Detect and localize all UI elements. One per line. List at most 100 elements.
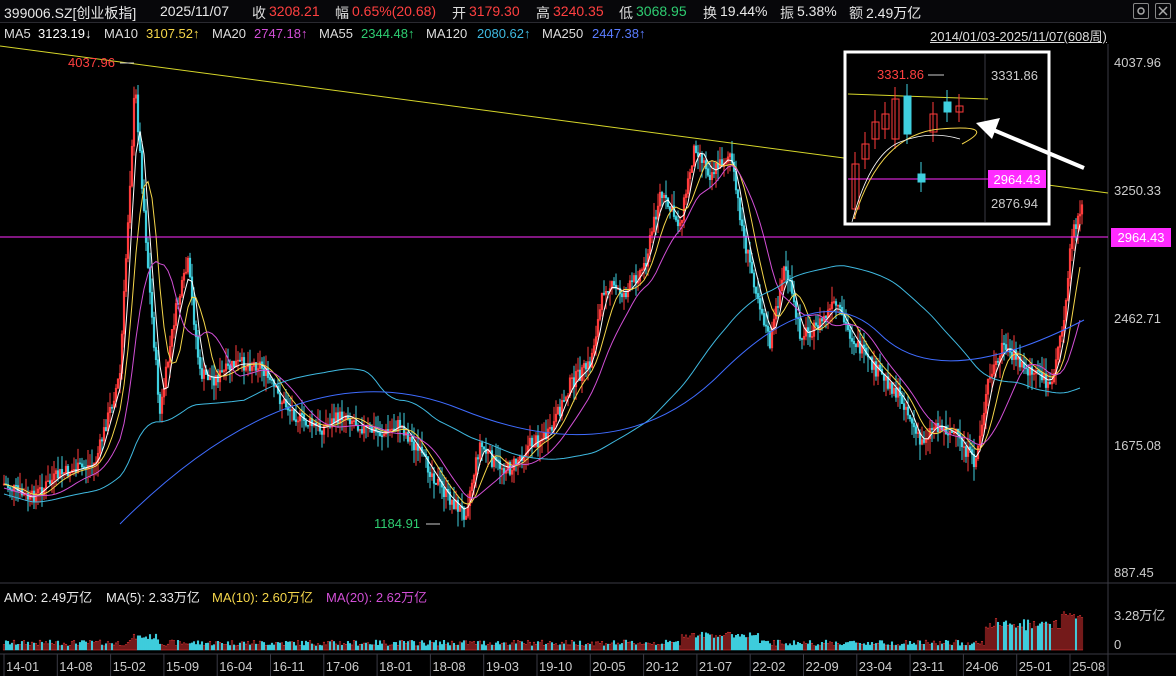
- candle-body: [592, 345, 596, 354]
- candle-body: [280, 402, 284, 405]
- volume-bar: [322, 641, 326, 651]
- volume-bar: [762, 640, 766, 651]
- volume-bar: [870, 642, 874, 651]
- volume-bar: [966, 642, 970, 651]
- candle-body: [1078, 213, 1082, 217]
- volume-bar: [98, 639, 102, 651]
- ma10-line: [3, 160, 1081, 505]
- candle-body: [584, 363, 588, 370]
- candle-body: [330, 418, 334, 428]
- candle-body: [810, 336, 814, 338]
- volume-bar: [1074, 618, 1078, 651]
- candle-body: [790, 280, 794, 294]
- volume-bar: [962, 645, 966, 651]
- volume-bar: [234, 645, 238, 651]
- kline-chart[interactable]: 2964.43 4037.96 3250.33 2462.71 1675.08 …: [0, 44, 1176, 676]
- candle-body: [728, 153, 732, 158]
- volume-bar: [150, 639, 154, 651]
- pointer-arrow-icon: [976, 118, 1085, 170]
- volume-bar: [378, 640, 382, 651]
- volume-bar: [986, 627, 990, 651]
- volume-bar: [416, 645, 420, 651]
- candle-body: [500, 468, 504, 470]
- candle-body: [390, 428, 394, 431]
- candle-body: [458, 505, 462, 512]
- candle-body: [14, 484, 18, 487]
- volume-bar: [868, 644, 872, 651]
- volume-bar: [180, 643, 184, 651]
- volume-bar: [878, 640, 882, 651]
- candle-body: [1036, 370, 1040, 372]
- date-range[interactable]: 2014/01/03-2025/11/07(608周): [930, 29, 1107, 44]
- candle-body: [268, 377, 272, 380]
- candle-body: [652, 216, 656, 233]
- volume-bar: [646, 642, 650, 651]
- volume-bar: [206, 642, 210, 651]
- close-icon[interactable]: [1155, 3, 1171, 19]
- volume-bar: [350, 644, 354, 651]
- volume-bar: [374, 639, 378, 651]
- candle-body: [100, 439, 104, 442]
- volume-bar: [340, 644, 344, 651]
- inset-level-tag-bg: [988, 170, 1046, 188]
- volume-bar: [22, 640, 26, 651]
- candle-body: [962, 446, 966, 448]
- volume-bar: [600, 641, 604, 651]
- volume-bar: [798, 642, 802, 651]
- volume-bar: [278, 642, 282, 651]
- volume-bar: [588, 643, 592, 651]
- volume-bar: [352, 640, 356, 651]
- candle-body: [456, 499, 460, 512]
- open-value: 3179.30: [469, 3, 520, 19]
- volume-bar: [642, 643, 646, 651]
- volume-bar: [594, 641, 598, 651]
- volume-bar: [564, 640, 568, 651]
- volume-bar: [402, 641, 406, 651]
- volume-bar: [12, 639, 16, 651]
- volume-bar: [354, 640, 358, 651]
- symbol-title[interactable]: 399006.SZ[创业板指]: [4, 5, 137, 21]
- volume-bar: [452, 642, 456, 651]
- candle-body: [688, 172, 692, 179]
- volume-bar: [584, 644, 588, 651]
- candle-body: [144, 210, 148, 243]
- volume-bar: [760, 640, 764, 651]
- candle-body: [6, 484, 10, 488]
- volume-bar: [750, 635, 754, 651]
- candle-body: [896, 387, 900, 398]
- volume-bar: [1030, 628, 1034, 651]
- volume-bar: [748, 632, 752, 651]
- ma120-value: 2080.62↑: [477, 26, 531, 41]
- volume-bar: [244, 643, 248, 651]
- volume-bar: [1046, 623, 1050, 651]
- volume-bar: [746, 637, 750, 651]
- amo-ma10-label: MA(10): 2.60万亿: [212, 590, 314, 605]
- volume-bar: [540, 639, 544, 651]
- volume-bar: [514, 643, 518, 651]
- volume-bar: [382, 640, 386, 651]
- volume-bar: [438, 641, 442, 651]
- candle-body: [472, 474, 476, 484]
- candle-body: [972, 453, 976, 468]
- amplitude-label: 振: [780, 5, 794, 21]
- volume-bar: [144, 636, 148, 651]
- candle-body: [434, 482, 438, 485]
- candle-body: [856, 340, 860, 347]
- volume-bar: [790, 645, 794, 651]
- candle-body: [712, 172, 716, 175]
- volume-bar: [478, 640, 482, 651]
- candle-body: [780, 279, 784, 292]
- settings-icon[interactable]: [1133, 3, 1149, 19]
- candle-body: [116, 378, 120, 389]
- volume-bar: [392, 641, 396, 651]
- volume-bar: [722, 635, 726, 651]
- volume-bar: [80, 640, 84, 651]
- candle-body: [964, 446, 968, 457]
- volume-bar: [486, 644, 490, 651]
- volume-bar: [312, 644, 316, 651]
- candle-body: [360, 429, 364, 434]
- candle-body: [546, 428, 550, 440]
- candle-body: [450, 499, 454, 505]
- volume-bar: [638, 642, 642, 651]
- volume-bar: [942, 643, 946, 651]
